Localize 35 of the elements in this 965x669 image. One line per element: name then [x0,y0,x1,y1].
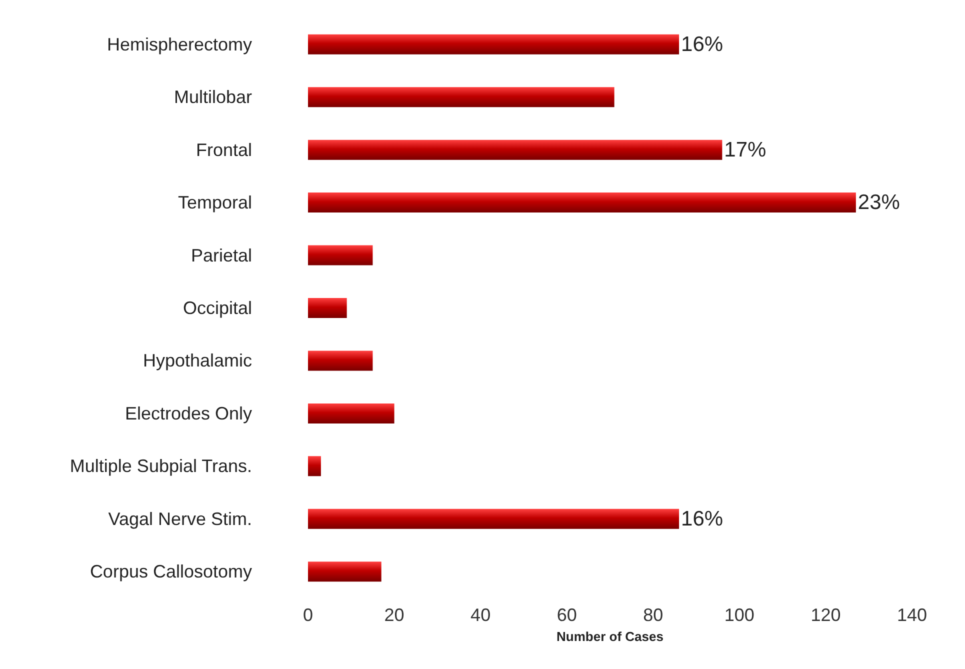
x-tick-label: 120 [810,605,841,625]
annotation: 23% [858,191,900,214]
bar [308,403,394,424]
y-tick-label: Corpus Callosotomy [90,562,252,582]
y-tick-label: Multilobar [174,87,252,108]
x-tick-label: 20 [384,605,404,625]
x-tick-label: 80 [643,605,664,625]
x-axis-title: Number of Cases [556,629,664,644]
y-tick-label: Parietal [190,245,252,266]
x-tick-label: 60 [556,605,577,625]
x-tick-label: 140 [896,605,928,625]
y-tick-label: Vagal Nerve Stim. [108,508,252,529]
bar [308,562,382,582]
annotation: 16% [681,507,724,530]
x-tick-label: 0 [302,605,314,625]
bar [308,245,373,266]
bar [308,87,614,108]
x-tick-label: 40 [470,605,491,625]
bar [308,508,680,529]
bar [308,192,856,213]
bar [308,298,347,318]
bar [308,34,680,54]
annotation: 16% [681,32,724,56]
bar [308,456,321,476]
y-tick-label: Hemispherectomy [106,34,252,54]
y-tick-label: Hypothalamic [142,350,252,371]
y-tick-label: Frontal [196,140,252,160]
bar [308,140,722,160]
y-tick-label: Multiple Subpial Trans. [70,456,252,476]
y-tick-label: Temporal [178,192,252,213]
y-tick-label: Occipital [182,298,252,318]
bar [308,350,373,371]
annotation: 17% [724,138,766,162]
y-tick-label: Electrodes Only [124,403,252,424]
x-tick-label: 100 [724,605,754,625]
